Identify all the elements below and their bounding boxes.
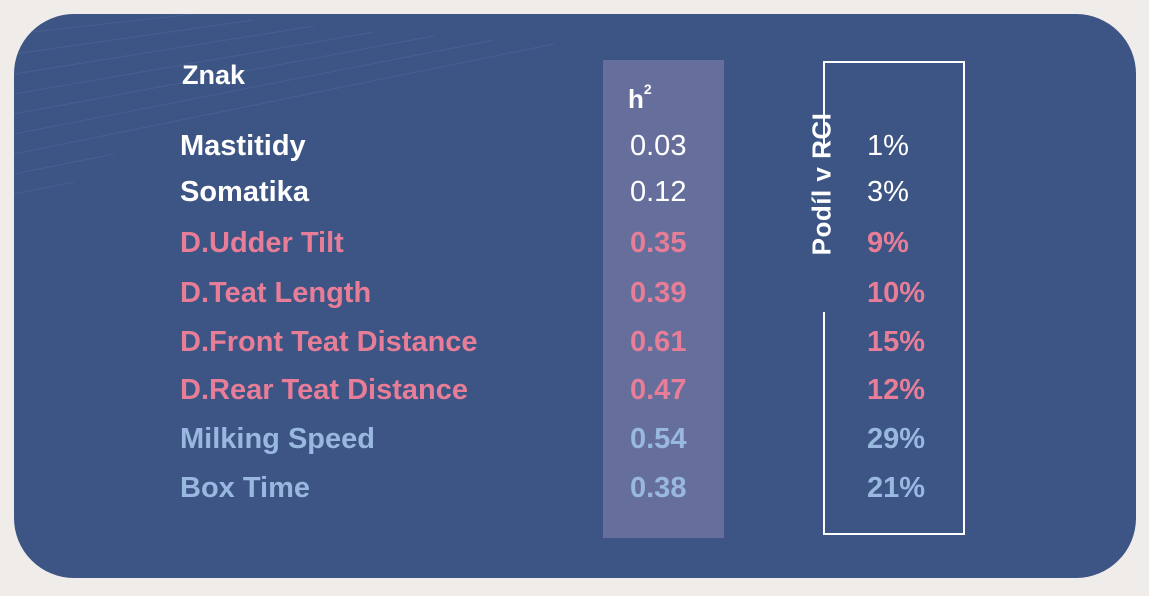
table-row: Somatika 0.12 3% <box>14 176 1136 216</box>
table-row: D.Udder Tilt 0.35 9% <box>14 227 1136 267</box>
h2-header-sup: 2 <box>643 81 652 98</box>
rci-bracket <box>823 61 965 535</box>
trait-name: Box Time <box>180 472 311 504</box>
trait-name: Mastitidy <box>180 130 306 162</box>
table-row: D.Teat Length 0.39 10% <box>14 277 1136 317</box>
h2-value: 0.12 <box>630 176 687 208</box>
rci-share-value: 9% <box>867 227 909 259</box>
rci-share-value: 21% <box>867 472 926 504</box>
h2-column-header: h2 <box>628 81 652 115</box>
h2-header-main: h <box>628 84 644 114</box>
h2-value: 0.39 <box>630 277 687 309</box>
trait-name: D.Rear Teat Distance <box>180 374 468 406</box>
rci-share-value: 29% <box>867 423 926 455</box>
h2-value: 0.38 <box>630 472 687 504</box>
trait-column-header: Znak <box>182 60 246 90</box>
h2-value: 0.35 <box>630 227 687 259</box>
rci-share-value: 12% <box>867 374 926 406</box>
h2-column-band <box>603 60 724 538</box>
table-row: D.Front Teat Distance 0.61 15% <box>14 326 1136 366</box>
heritability-card: Podíl v RCI Znak h2 Mastitidy 0.03 1% So… <box>14 14 1136 578</box>
rci-share-value: 1% <box>867 130 909 162</box>
trait-name: Milking Speed <box>180 423 375 455</box>
rci-share-value: 10% <box>867 277 926 309</box>
trait-name: Somatika <box>180 176 309 208</box>
h2-value: 0.03 <box>630 130 687 162</box>
table-row: D.Rear Teat Distance 0.47 12% <box>14 374 1136 414</box>
table-row: Box Time 0.38 21% <box>14 472 1136 512</box>
decorative-stripes <box>14 14 554 195</box>
trait-name: D.Front Teat Distance <box>180 326 478 358</box>
h2-value: 0.54 <box>630 423 687 455</box>
table-row: Milking Speed 0.54 29% <box>14 423 1136 463</box>
trait-name: D.Udder Tilt <box>180 227 344 259</box>
trait-name: D.Teat Length <box>180 277 372 309</box>
table-row: Mastitidy 0.03 1% <box>14 130 1136 170</box>
rci-share-value: 3% <box>867 176 909 208</box>
h2-value: 0.47 <box>630 374 687 406</box>
h2-value: 0.61 <box>630 326 687 358</box>
rci-share-value: 15% <box>867 326 926 358</box>
